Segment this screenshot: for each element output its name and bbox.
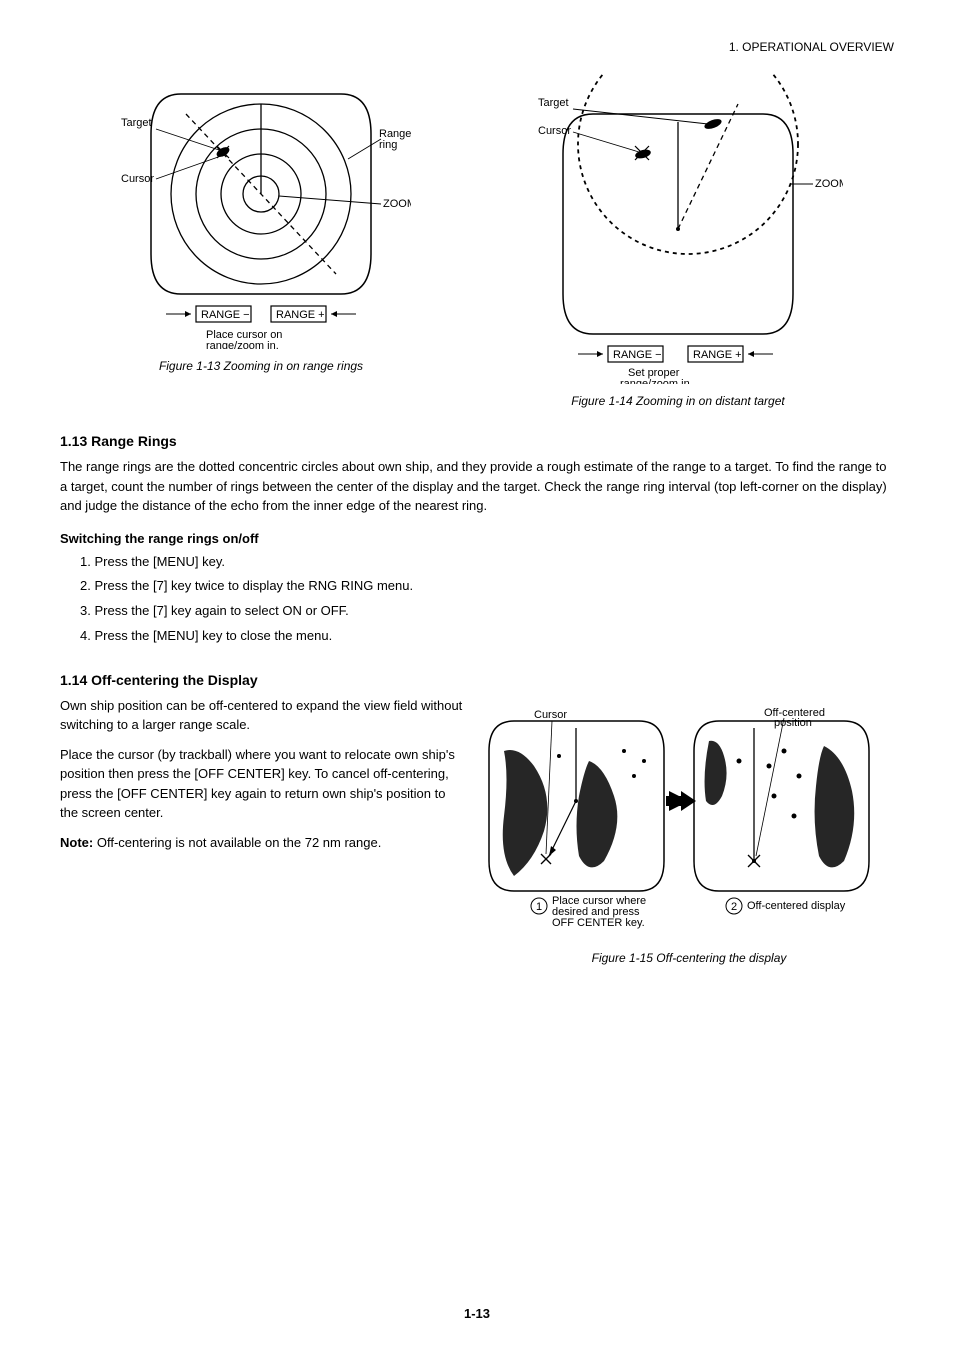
fig-1-13-caption: Figure 1-13 Zooming in on range rings: [111, 359, 411, 373]
offcenter-pos-label: Off-centeredposition: [764, 707, 825, 729]
page-number: 1-13: [0, 1306, 954, 1321]
label-cursor-2: Cursor: [538, 125, 571, 137]
fig-1-14-svg: Target Cursor ZOOM RANGE − RANGE + Set p…: [513, 74, 843, 384]
label-zoom: ZOOM: [383, 198, 411, 210]
step1-text: Place cursor wheredesired and pressOFF C…: [552, 895, 646, 929]
page-header: 1. OPERATIONAL OVERVIEW: [60, 40, 894, 54]
buttons-note-1: Place cursor onrange/zoom in.: [206, 329, 282, 349]
range-plus-label: RANGE +: [276, 309, 325, 321]
fig-1-14-caption: Figure 1-14 Zooming in on distant target: [513, 394, 843, 408]
label-zoom-2: ZOOM: [815, 178, 843, 190]
label-cursor: Cursor: [121, 173, 154, 185]
step2-text: Off-centered display: [747, 900, 846, 912]
range-minus-label: RANGE −: [201, 309, 250, 321]
fig-1-13-svg: Target Cursor Rangering ZOOM RANGE − RAN…: [111, 74, 411, 349]
label-range-ring: Rangering: [379, 128, 411, 151]
step-1: 1. Press the [MENU] key.: [80, 552, 894, 573]
range-minus-label-2: RANGE −: [613, 349, 662, 361]
cursor-label-left: Cursor: [534, 709, 567, 721]
label-target: Target: [121, 117, 152, 129]
figures-row: Target Cursor Rangering ZOOM RANGE − RAN…: [60, 74, 894, 408]
figure-1-14: Target Cursor ZOOM RANGE − RANGE + Set p…: [513, 74, 843, 408]
right-clutter: [705, 728, 855, 867]
svg-text:2: 2: [731, 901, 737, 913]
range-plus-label-2: RANGE +: [693, 349, 742, 361]
fig-1-15-caption: Figure 1-15 Off-centering the display: [484, 951, 894, 965]
section-1-13-heading: 1.13 Range Rings: [60, 433, 894, 449]
svg-text:1: 1: [536, 901, 542, 913]
section-1-13-p1: The range rings are the dotted concentri…: [60, 457, 894, 516]
section-1-14-heading: 1.14 Off-centering the Display: [60, 672, 894, 688]
figure-1-15: 1 2 Place cursor wheredesired and pressO…: [484, 706, 894, 965]
fig-1-15-svg: 1 2 Place cursor wheredesired and pressO…: [484, 706, 884, 946]
label-target-2: Target: [538, 97, 569, 109]
steps-list: 1. Press the [MENU] key. 2. Press the [7…: [60, 552, 894, 647]
step-3: 3. Press the [7] key again to select ON …: [80, 601, 894, 622]
switch-heading: Switching the range rings on/off: [60, 531, 894, 546]
step-2: 2. Press the [7] key twice to display th…: [80, 576, 894, 597]
left-clutter: [503, 728, 646, 876]
step-4: 4. Press the [MENU] key to close the men…: [80, 626, 894, 647]
figure-1-13: Target Cursor Rangering ZOOM RANGE − RAN…: [111, 74, 411, 408]
buttons-note-2: Set properrange/zoom in.: [620, 367, 693, 384]
